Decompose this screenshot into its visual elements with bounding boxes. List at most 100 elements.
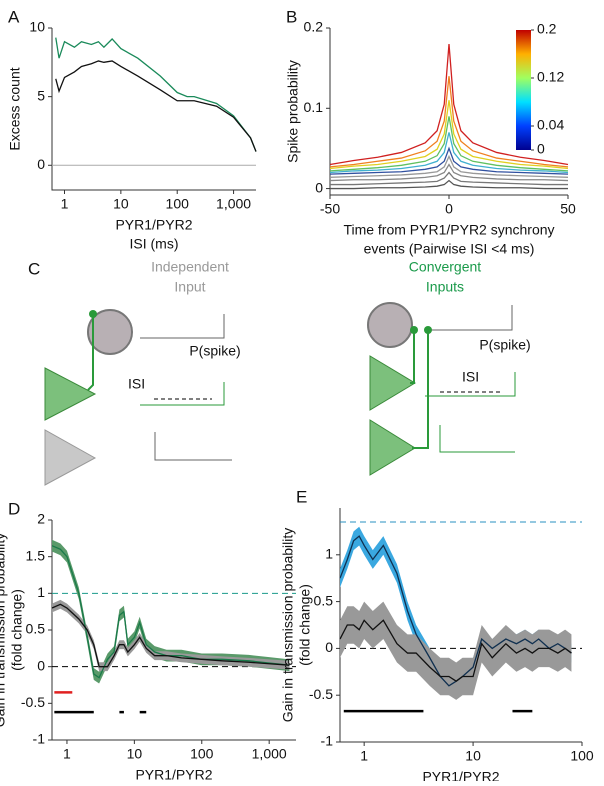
trace <box>425 372 516 397</box>
series-line <box>329 154 569 178</box>
y-tick-label: 0 <box>315 179 323 195</box>
y-tick-label: 1 <box>37 584 45 600</box>
x-tick-label: 100 <box>570 748 594 764</box>
colorbar-tick-label: 0 <box>537 141 545 157</box>
y-tick-label: 0 <box>325 639 333 655</box>
x-tick-label: 100 <box>190 746 214 762</box>
panel-label: B <box>286 7 297 26</box>
x-tick-label: 10 <box>113 196 129 212</box>
y-tick-label: -0.5 <box>21 694 45 710</box>
series-line <box>329 132 569 174</box>
pyramidal-cell <box>44 429 97 486</box>
series-line <box>329 163 569 182</box>
x-axis-label: Time from PYR1/PYR2 synchrony <box>343 222 554 238</box>
y-tick-label: 5 <box>37 87 45 103</box>
diagram-title: Input <box>174 279 205 295</box>
diagram-title: Independent <box>151 259 229 275</box>
y-tick-label: 0 <box>37 657 45 673</box>
error-band <box>340 601 572 700</box>
series-line <box>330 171 568 186</box>
colorbar <box>516 30 531 150</box>
y-tick-label: 2 <box>37 511 45 527</box>
series-line <box>329 100 569 170</box>
series-line <box>330 179 568 190</box>
y-axis-label: (fold change) <box>9 589 25 671</box>
x-tick-label: 100 <box>166 196 190 212</box>
x-axis-label: PYR1/PYR2 <box>135 767 212 781</box>
y-axis-label: Gain in transmission probability <box>0 533 8 728</box>
colorbar-tick-label: 0.12 <box>537 69 564 85</box>
colorbar-tick-label: 0.2 <box>537 21 557 37</box>
series-line <box>55 37 257 152</box>
y-tick-label: 0.1 <box>304 99 324 115</box>
panel-label: A <box>8 7 20 26</box>
x-tick-label: 50 <box>560 201 576 217</box>
x-tick-label: 1,000 <box>252 746 287 762</box>
y-axis-label: Gain in transmission probability <box>280 528 296 723</box>
panel-label: E <box>296 487 307 506</box>
interval-label: ISI <box>462 369 479 385</box>
x-axis-label: events (Pairwise ISI <4 ms) <box>364 241 535 257</box>
series-line <box>329 76 569 168</box>
chart: D-1-0.500.511.521101001,000PYR1/PYR2ISI … <box>0 499 296 786</box>
x-tick-label: 1,000 <box>216 196 251 212</box>
y-tick-label: 0.2 <box>304 19 324 35</box>
x-tick-label: -50 <box>320 201 340 217</box>
x-tick-label: 1 <box>360 748 368 764</box>
axon <box>410 333 415 384</box>
series-line <box>51 603 290 668</box>
axis <box>51 28 256 191</box>
y-axis-label: (fold change) <box>297 584 313 666</box>
trace <box>154 432 232 461</box>
series-line <box>339 619 572 682</box>
neuron <box>87 309 133 355</box>
axon <box>412 333 429 449</box>
y-tick-label: 10 <box>29 19 45 35</box>
y-tick-label: -1 <box>33 731 46 747</box>
chart: B 0 0.1 0.2 -50 0 50 Time from PYR1/PYR2 synchr… <box>285 7 576 256</box>
panel-label: D <box>8 499 20 518</box>
axon <box>87 316 94 391</box>
y-tick-label: 1.5 <box>26 547 46 563</box>
output-label: P(spike) <box>479 337 530 353</box>
panel-label: C <box>28 259 40 278</box>
synapse <box>410 326 418 334</box>
pyramidal-cell <box>369 355 416 411</box>
pyramidal-cell <box>369 419 416 476</box>
x-tick-label: 0 <box>445 201 453 217</box>
diagram-title: Inputs <box>426 279 464 295</box>
neuron <box>367 302 413 348</box>
y-tick-label: -1 <box>321 733 334 749</box>
diagram: C Independent Input P(spike) ISI Converg… <box>28 259 531 486</box>
output-label: P(spike) <box>189 343 240 359</box>
y-tick-label: 1 <box>325 546 333 562</box>
synapse <box>89 310 97 318</box>
trace <box>425 305 513 331</box>
y-tick-label: 0.5 <box>26 621 46 637</box>
y-tick-label: 0.5 <box>314 592 334 608</box>
pyramidal-cell <box>44 367 97 421</box>
y-axis-label: Excess count <box>7 67 23 150</box>
trace <box>439 425 515 453</box>
series-line <box>329 146 569 175</box>
x-tick-label: 10 <box>465 748 481 764</box>
series-line <box>329 44 569 166</box>
synapse <box>424 326 432 334</box>
trace <box>140 382 225 406</box>
x-axis-label: ISI (ms) <box>130 236 179 252</box>
error-band <box>340 526 572 696</box>
chart: A 0 5 10 1 10 100 1,000 PYR1/PYR2 ISI (ms) Excess … <box>7 7 257 252</box>
series-line <box>55 60 257 152</box>
x-tick-label: 1 <box>63 746 71 762</box>
y-tick-label: 0 <box>37 156 45 172</box>
x-tick-label: 10 <box>127 746 143 762</box>
x-axis-label: PYR1/PYR2 <box>422 769 499 781</box>
x-tick-label: 1 <box>61 196 69 212</box>
y-axis-label: Spike probability <box>285 60 301 163</box>
x-axis-label: PYR1/PYR2 <box>115 217 192 233</box>
y-tick-label: -0.5 <box>309 686 333 702</box>
interval-label: ISI <box>128 376 145 392</box>
diagram-title: Convergent <box>409 259 481 275</box>
